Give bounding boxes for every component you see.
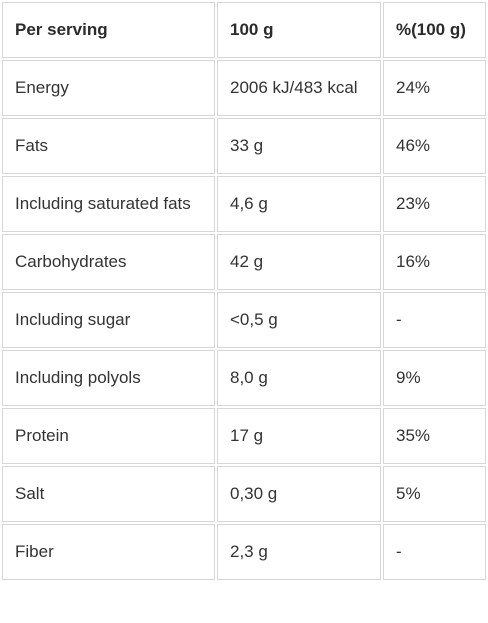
nutrient-name: Including sugar <box>2 292 215 348</box>
table-row: Salt 0,30 g 5% <box>2 466 486 522</box>
nutrient-name: Including polyols <box>2 350 215 406</box>
nutrient-name: Including saturated fats <box>2 176 215 232</box>
nutrient-amount: <0,5 g <box>217 292 381 348</box>
nutrient-name: Fats <box>2 118 215 174</box>
nutrient-percent: 5% <box>383 466 486 522</box>
header-per-serving: Per serving <box>2 2 215 58</box>
nutrient-percent: - <box>383 524 486 580</box>
table-row: Fats 33 g 46% <box>2 118 486 174</box>
nutrient-amount: 0,30 g <box>217 466 381 522</box>
nutrient-amount: 2,3 g <box>217 524 381 580</box>
nutrient-percent: - <box>383 292 486 348</box>
nutrient-name: Fiber <box>2 524 215 580</box>
nutrient-name: Protein <box>2 408 215 464</box>
table-row: Fiber 2,3 g - <box>2 524 486 580</box>
nutrient-amount: 33 g <box>217 118 381 174</box>
table-row: Protein 17 g 35% <box>2 408 486 464</box>
nutrition-table: Per serving 100 g %(100 g) Energy 2006 k… <box>2 2 486 580</box>
nutrient-name: Carbohydrates <box>2 234 215 290</box>
nutrient-amount: 8,0 g <box>217 350 381 406</box>
nutrient-percent: 9% <box>383 350 486 406</box>
table-row: Including saturated fats 4,6 g 23% <box>2 176 486 232</box>
nutrient-percent: 24% <box>383 60 486 116</box>
nutrient-amount: 17 g <box>217 408 381 464</box>
nutrient-amount: 2006 kJ/483 kcal <box>217 60 381 116</box>
nutrient-name: Energy <box>2 60 215 116</box>
table-row: Including polyols 8,0 g 9% <box>2 350 486 406</box>
nutrient-name: Salt <box>2 466 215 522</box>
nutrient-percent: 23% <box>383 176 486 232</box>
table-row: Including sugar <0,5 g - <box>2 292 486 348</box>
nutrient-percent: 35% <box>383 408 486 464</box>
header-100g: 100 g <box>217 2 381 58</box>
table-row: Carbohydrates 42 g 16% <box>2 234 486 290</box>
nutrient-percent: 46% <box>383 118 486 174</box>
table-header-row: Per serving 100 g %(100 g) <box>2 2 486 58</box>
nutrient-amount: 42 g <box>217 234 381 290</box>
table-row: Energy 2006 kJ/483 kcal 24% <box>2 60 486 116</box>
nutrient-amount: 4,6 g <box>217 176 381 232</box>
header-percent-100g: %(100 g) <box>383 2 486 58</box>
nutrient-percent: 16% <box>383 234 486 290</box>
